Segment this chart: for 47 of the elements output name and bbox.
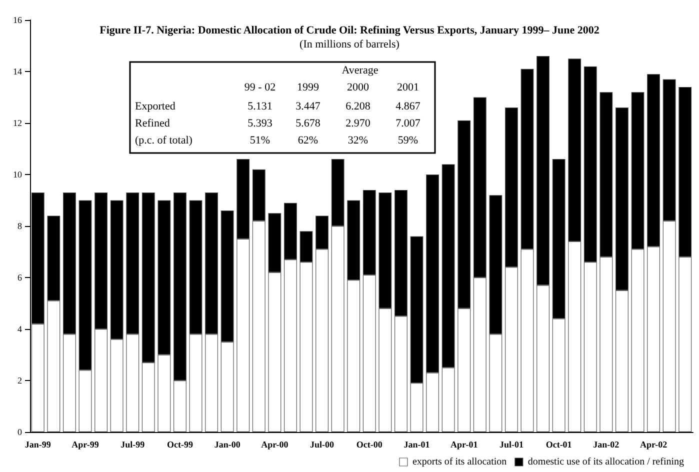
x-tick-label: Jan-02 (593, 440, 620, 450)
legend-label: exports of its allocation (412, 456, 507, 468)
y-tick-label: 0 (18, 427, 22, 437)
y-tick-label: 2 (18, 376, 22, 386)
x-tick-label: Jan-99 (24, 440, 52, 450)
annotation: 62% (298, 134, 318, 146)
y-tick-label: 8 (18, 221, 22, 231)
x-tick-label: Jul-00 (310, 440, 335, 450)
annotation: 6.208 (346, 100, 371, 112)
annotation: Average (342, 64, 378, 76)
annotation: 4.867 (396, 100, 421, 112)
y-tick-label: 16 (13, 15, 22, 25)
x-tick-label: Jan-00 (214, 440, 241, 450)
y-tick-label: 12 (13, 118, 22, 128)
x-tick-label: Oct-00 (356, 440, 383, 450)
annotation: 2000 (347, 82, 370, 94)
x-tick-label: Apr-02 (640, 440, 668, 450)
annotation: 59% (398, 134, 418, 146)
text: (In millions of barrels) (300, 38, 400, 50)
annotation: 5.678 (296, 118, 321, 130)
legend-label: domestic use of its allocation / refining (528, 456, 684, 468)
annotation: 2.970 (346, 118, 371, 130)
x-tick-label: Oct-01 (546, 440, 572, 450)
annotation: 2001 (397, 82, 419, 94)
x-tick-label: Apr-01 (450, 440, 478, 450)
chart-title: Figure II-7. Nigeria: Domestic Allocation of Crude Oil: Refining Versus Exports, January 1999– June 2002 (100, 24, 600, 36)
annotation: Exported (135, 100, 176, 112)
x-tick-label: Jul-01 (499, 440, 524, 450)
y-tick-label: 6 (18, 272, 22, 282)
x-tick-label: Jul-99 (120, 440, 146, 450)
x-tick-label: Apr-99 (72, 440, 100, 450)
annotation: 32% (348, 134, 368, 146)
y-tick-label: 10 (13, 170, 22, 180)
annotation: Refined (135, 118, 170, 130)
annotation: 51% (250, 134, 270, 146)
x-tick-label: Apr-00 (261, 440, 289, 450)
annotation: 7.007 (396, 118, 421, 130)
annotation: 5.131 (248, 100, 272, 112)
annotation: (p.c. of total) (135, 134, 193, 146)
annotation: 99 - 02 (244, 82, 276, 94)
annotation: 5.393 (248, 118, 273, 130)
annotation: 3.447 (296, 100, 321, 112)
y-tick-label: 4 (18, 324, 22, 334)
x-tick-label: Oct-99 (166, 440, 194, 450)
annotation: 1999 (297, 82, 320, 94)
y-tick-label: 14 (13, 66, 22, 76)
x-tick-label: Jan-01 (404, 440, 430, 450)
